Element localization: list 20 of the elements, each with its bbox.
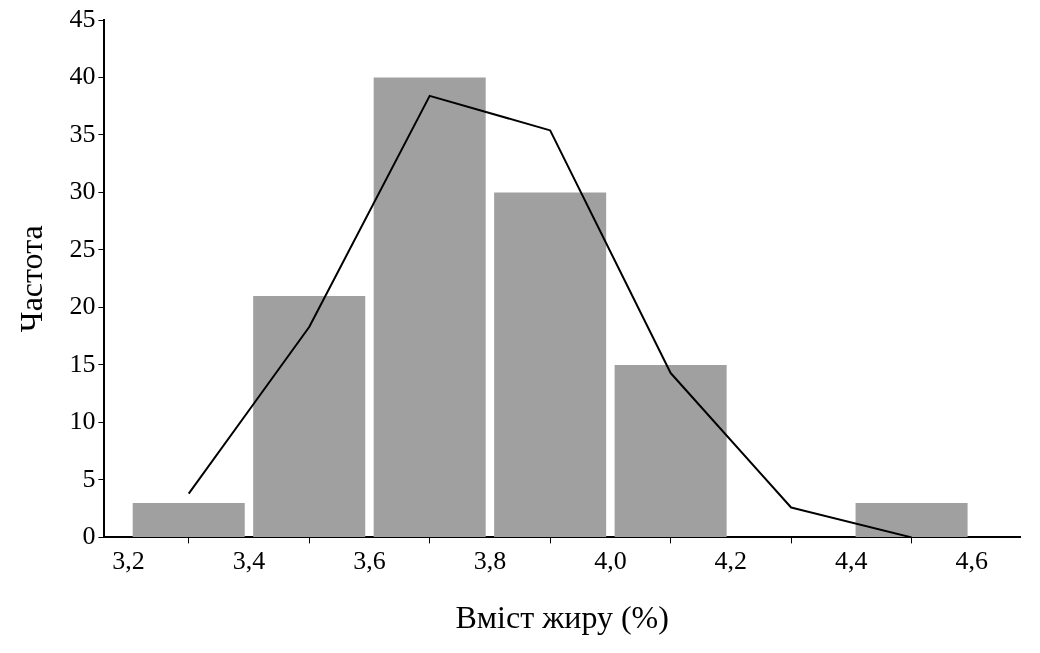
y-tick-label: 45 [69, 3, 96, 33]
y-tick-label: 20 [69, 291, 96, 321]
y-tick-label: 35 [69, 118, 96, 148]
y-tick-label: 25 [69, 233, 96, 263]
x-tick-label: 3,4 [232, 545, 266, 575]
y-tick-label: 10 [69, 406, 96, 436]
x-axis-title: Вміст жиру (%) [455, 599, 669, 636]
x-tick-label: 3,8 [473, 545, 507, 575]
y-tick-label: 30 [69, 176, 96, 206]
x-tick-label: 4,2 [714, 545, 748, 575]
x-tick-label: 4,4 [835, 545, 868, 575]
x-tick-label: 4,6 [955, 545, 989, 575]
y-tick-label: 40 [69, 61, 96, 91]
y-tick-label: 5 [82, 463, 96, 493]
x-tick-label: 4,0 [594, 545, 627, 575]
x-tick-label: 3,6 [353, 545, 386, 575]
y-tick-label: 0 [82, 521, 96, 551]
x-tick-label: 3,2 [112, 545, 145, 575]
y-tick-label: 15 [69, 348, 96, 378]
y-axis-title: Частота [12, 225, 49, 333]
